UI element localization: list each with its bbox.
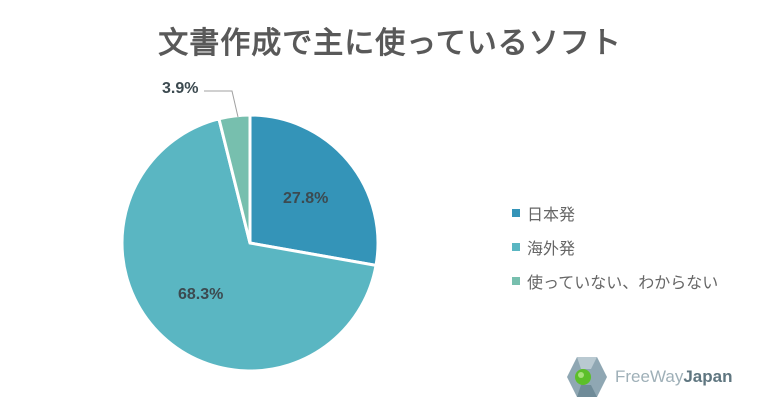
slice-label-none: 3.9% (162, 80, 199, 97)
legend-item-japan: 日本発 (512, 196, 718, 230)
pie-slice-japan (248, 113, 380, 268)
legend-label: 海外発 (527, 239, 576, 258)
pie-slice-overseas (120, 117, 378, 373)
slice-label-japan: 27.8% (283, 190, 329, 207)
chart-title: 文書作成で主に使っているソフト (158, 26, 622, 61)
logo-text-japan: Japan (683, 367, 733, 386)
legend-label: 日本発 (527, 205, 576, 224)
logo-text-free: FreeWay (615, 367, 684, 386)
legend-swatch (512, 243, 520, 251)
logo-hexagon-icon (567, 357, 607, 397)
leader-line (204, 90, 239, 118)
legend-swatch (512, 277, 520, 285)
legend-item-none: 使っていない、わからない (512, 264, 718, 298)
legend-label: 使っていない、わからない (527, 273, 719, 292)
logo-text: FreeWayJapan (615, 367, 732, 387)
legend: 日本発 海外発 使っていない、わからない (512, 196, 718, 298)
slice-label-overseas: 68.3% (178, 286, 224, 303)
pie-slice-none (217, 113, 252, 244)
legend-item-overseas: 海外発 (512, 230, 718, 264)
freewayjapan-logo: FreeWayJapan (565, 355, 732, 399)
legend-swatch (512, 209, 520, 217)
